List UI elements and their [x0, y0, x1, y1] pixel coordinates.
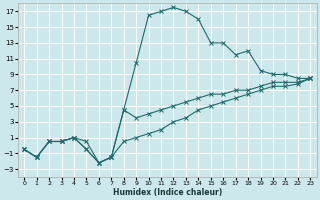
X-axis label: Humidex (Indice chaleur): Humidex (Indice chaleur)	[113, 188, 222, 197]
